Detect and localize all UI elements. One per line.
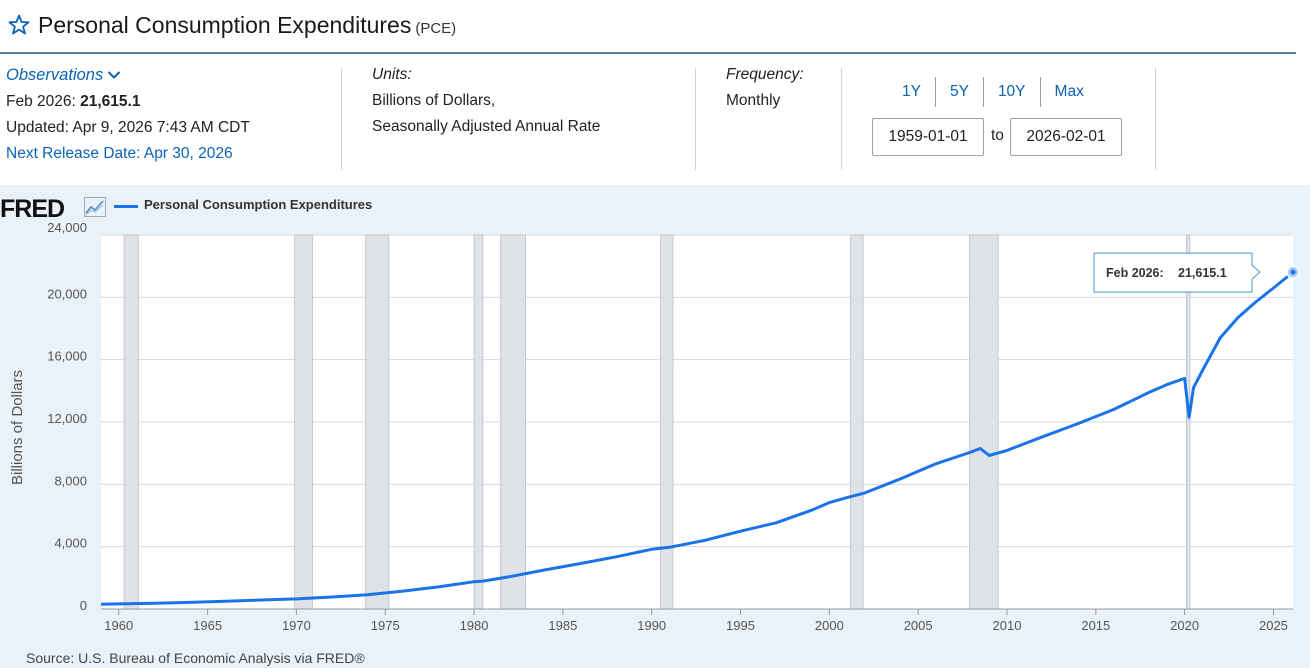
x-tick-label: 1965 (193, 618, 222, 633)
x-tick-label: 1980 (460, 618, 489, 633)
tooltip-box (1093, 252, 1261, 293)
x-tick-label: 2005 (904, 618, 933, 633)
legend-swatch (114, 205, 138, 208)
tooltip: Feb 2026: 21,615.1 (1093, 252, 1300, 293)
series-line (100, 271, 1294, 606)
observations-heading: Observations (6, 66, 104, 84)
divider (695, 68, 696, 170)
x-tick-label: 1960 (104, 618, 133, 633)
recession-band (123, 234, 139, 610)
observations-panel: Observations Feb 2026: 21,615.1 Updated:… (6, 62, 336, 172)
fred-logo[interactable]: FRED (0, 195, 65, 223)
recession-band (473, 234, 484, 610)
start-date-input[interactable] (872, 118, 984, 156)
series-code: (PCE) (415, 20, 457, 37)
x-tick-label: 1970 (282, 618, 311, 633)
legend-label: Personal Consumption Expenditures (144, 197, 373, 212)
y-tick-label: 24,000 (47, 220, 87, 235)
source-note: Source: U.S. Bureau of Economic Analysis… (26, 650, 365, 666)
y-axis-label: Billions of Dollars (9, 370, 26, 485)
series-title: Personal Consumption Expenditures (38, 12, 412, 38)
frequency-heading: Frequency: (726, 66, 804, 83)
divider (841, 68, 842, 170)
next-release-link[interactable]: Next Release Date: Apr 30, 2026 (6, 145, 233, 162)
range-max-button[interactable]: Max (1054, 83, 1084, 100)
recession-band (500, 234, 526, 610)
units-heading: Units: (372, 66, 412, 83)
fred-graph-icon (84, 197, 106, 217)
series-layer (100, 271, 1294, 606)
tooltip-value: 21,615.1 (1178, 266, 1227, 280)
x-tick-label: 2020 (1170, 618, 1199, 633)
y-tick-label: 12,000 (47, 411, 87, 426)
axes: 0 4,000 8,000 12,000 16,000 20,000 24,000 1960 1… (47, 220, 1293, 633)
units-line-2: Seasonally Adjusted Annual Rate (372, 118, 601, 135)
x-tick-label: 1995 (726, 618, 755, 633)
divider (1155, 68, 1156, 170)
recession-band (969, 234, 999, 610)
frequency-value: Monthly (726, 92, 781, 109)
units-line-1: Billions of Dollars, (372, 92, 496, 109)
recession-band (365, 234, 390, 610)
x-tick-label: 1975 (371, 618, 400, 633)
y-tick-label: 20,000 (47, 286, 87, 301)
latest-label: Feb 2026: (6, 93, 76, 110)
recession-band (294, 234, 313, 610)
divider (341, 68, 342, 170)
range-1y-button[interactable]: 1Y (888, 77, 936, 107)
end-date-input[interactable] (1010, 118, 1122, 156)
star-icon[interactable] (7, 13, 31, 37)
y-tick-label: 16,000 (47, 349, 87, 364)
x-tick-label: 1990 (637, 618, 666, 633)
tooltip-point-core (1290, 269, 1296, 275)
latest-observation: Feb 2026: 21,615.1 (6, 89, 336, 115)
range-10y-button[interactable]: 10Y (984, 77, 1041, 107)
title-bar: Personal Consumption Expenditures (PCE) (0, 0, 1296, 54)
page-title: Personal Consumption Expenditures (PCE) (38, 12, 456, 39)
updated-text: Updated: Apr 9, 2026 7:43 AM CDT (6, 119, 250, 136)
recession-band (660, 234, 674, 610)
units-panel: Units: Billions of Dollars, Seasonally A… (372, 62, 672, 172)
y-tick-label: 0 (80, 598, 87, 613)
chevron-down-icon (108, 71, 121, 79)
latest-value: 21,615.1 (80, 93, 141, 110)
x-tick-label: 1985 (548, 618, 577, 633)
x-tick-label: 2015 (1081, 618, 1110, 633)
x-tick-label: 2000 (815, 618, 844, 633)
recession-bands (123, 234, 1191, 610)
tooltip-label: Feb 2026: (1106, 266, 1164, 280)
y-tick-label: 4,000 (54, 536, 87, 551)
recession-band (850, 234, 864, 610)
y-tick-label: 8,000 (54, 473, 87, 488)
x-tick-label: 2010 (993, 618, 1022, 633)
observations-dropdown[interactable]: Observations (6, 62, 121, 88)
x-tick-label: 2025 (1259, 618, 1288, 633)
range-buttons: 1Y 5Y 10Y Max (888, 77, 1098, 107)
pce-line-chart[interactable]: 0 4,000 8,000 12,000 16,000 20,000 24,000 1960 1… (0, 185, 1310, 635)
range-5y-button[interactable]: 5Y (936, 77, 984, 107)
frequency-panel: Frequency: Monthly (726, 62, 836, 172)
date-to-label: to (991, 127, 1004, 144)
